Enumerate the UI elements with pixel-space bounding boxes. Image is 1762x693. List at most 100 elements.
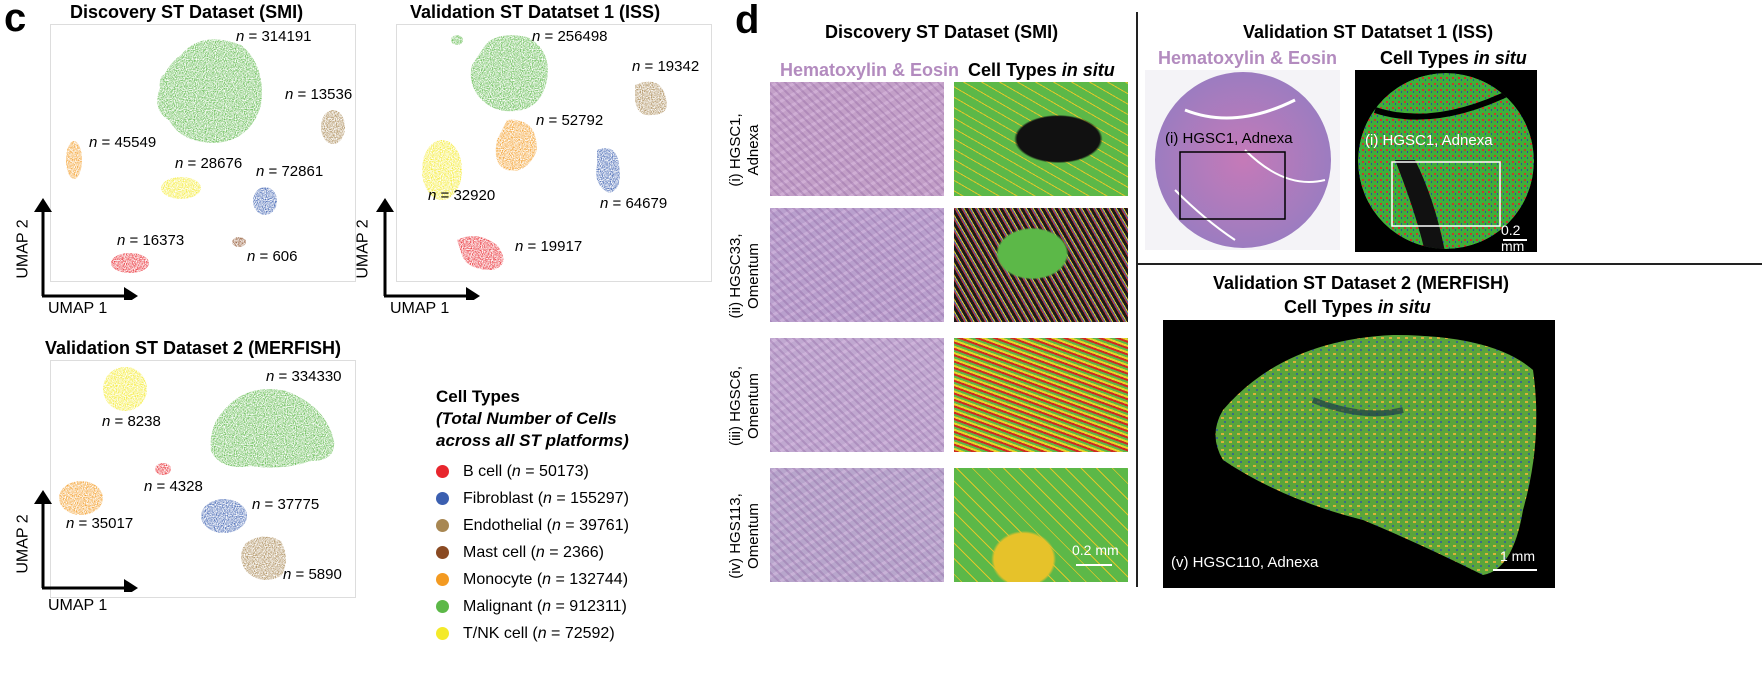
legend-items: B cell (n = 50173) Fibroblast (n = 155297… — [436, 458, 629, 647]
smi-row-label: (ii) HGSC33, Omentum — [727, 233, 762, 319]
legend-label: Monocyte (n = 132744) — [463, 570, 629, 588]
legend-subtitle-2: across all ST platforms) — [436, 431, 629, 450]
iss-celltype-image: (i) HGSC1, Adnexa 0.2 mm — [1355, 70, 1537, 254]
iss-cluster-bcell — [457, 236, 504, 270]
merfish-panel-title: Validation ST Dataset 2 (MERFISH) — [1213, 273, 1510, 293]
smi-row-label: (i) HGSC1, Adnexa — [727, 113, 762, 187]
merfish-celltypes-header: Cell Types in situ — [1284, 297, 1431, 317]
smi-cluster-endothelial — [321, 110, 345, 144]
merfish-axis-arrows — [34, 490, 138, 592]
panel-d-label: d — [735, 0, 760, 42]
smi-he-header: Hematoxylin & Eosin — [780, 60, 960, 80]
iss-n-endothelial: n = 19342 — [632, 58, 700, 75]
vertical-divider — [1136, 12, 1138, 587]
iss-panel-title: Validation ST Datatset 1 (ISS) — [1243, 22, 1494, 42]
smi-he-image — [770, 338, 944, 452]
legend-item: Mast cell (n = 2366) — [436, 539, 629, 566]
merfish-umap-plot — [50, 360, 356, 598]
iss-umap-plot — [396, 24, 712, 282]
legend-dot — [436, 546, 449, 559]
legend-item: Fibroblast (n = 155297) — [436, 485, 629, 512]
merfish-n-monocyte: n = 35017 — [66, 515, 134, 532]
smi-xaxis-label: UMAP 1 — [48, 300, 108, 317]
legend-label: Fibroblast (n = 155297) — [463, 489, 629, 507]
iss-cluster-fibroblast — [596, 148, 620, 193]
cell-type-legend: Cell Types (Total Number of Cells across… — [436, 386, 629, 647]
panel-c-label: c — [4, 0, 27, 40]
legend-subtitle-1: (Total Number of Cells — [436, 409, 617, 428]
smi-celltype-image — [954, 338, 1128, 452]
legend-label: Mast cell (n = 2366) — [463, 543, 604, 561]
merfish-cluster-bcell — [155, 463, 171, 475]
iss-ct-caption: (i) HGSC1, Adnexa — [1365, 132, 1493, 149]
iss-cluster-endothelial — [635, 81, 667, 116]
iss-n-fibroblast: n = 64679 — [600, 195, 668, 212]
smi-umap-plot — [50, 24, 356, 282]
smi-n-mast: n = 606 — [247, 248, 298, 265]
merfish-scale-bar: 1 mm — [1500, 548, 1535, 564]
smi-celltype-image — [954, 468, 1128, 582]
iss-axis-arrows — [376, 198, 480, 300]
smi-he-image — [770, 208, 944, 322]
merfish-n-fibroblast: n = 37775 — [252, 496, 320, 513]
merfish-caption: (v) HGSC110, Adnexa — [1171, 554, 1319, 571]
iss-scale-bar: 0.2 mm — [1501, 222, 1525, 254]
smi-yaxis-label: UMAP 2 — [14, 219, 32, 279]
smi-cluster-malignant — [157, 39, 262, 143]
legend-label: T/NK cell (n = 72592) — [463, 624, 615, 642]
iss-umap-title: Validation ST Datatset 1 (ISS) — [410, 2, 661, 22]
smi-panel-title: Discovery ST Dataset (SMI) — [825, 22, 1059, 42]
merfish-umap-title: Validation ST Dataset 2 (MERFISH) — [45, 338, 342, 358]
merfish-n-tnk: n = 8238 — [102, 413, 161, 430]
horizontal-divider — [1137, 263, 1762, 265]
legend-dot — [436, 519, 449, 532]
legend-dot — [436, 600, 449, 613]
legend-dot — [436, 573, 449, 586]
legend-item: Monocyte (n = 132744) — [436, 566, 629, 593]
smi-n-malignant: n = 314191 — [236, 28, 312, 45]
iss-cluster-tnk — [422, 140, 462, 200]
legend-item: Endothelial (n = 39761) — [436, 512, 629, 539]
smi-celltypes-header: Cell Types in situ — [968, 60, 1115, 80]
smi-n-bcell: n = 16373 — [117, 232, 185, 249]
smi-he-image — [770, 82, 944, 196]
smi-cluster-mast — [232, 237, 246, 247]
legend-item: Malignant (n = 912311) — [436, 593, 629, 620]
merfish-n-endothelial: n = 5890 — [283, 566, 342, 583]
merfish-cluster-malignant — [210, 389, 335, 468]
legend-item: B cell (n = 50173) — [436, 458, 629, 485]
legend-dot — [436, 465, 449, 478]
smi-celltype-image — [954, 82, 1128, 196]
smi-cluster-tnk — [161, 177, 201, 199]
merfish-cluster-monocyte — [59, 481, 103, 515]
iss-n-monocyte: n = 52792 — [536, 112, 604, 129]
smi-celltype-image — [954, 208, 1128, 322]
smi-n-fibroblast: n = 72861 — [256, 163, 324, 180]
legend-dot — [436, 627, 449, 640]
smi-n-tnk: n = 28676 — [175, 155, 243, 172]
merfish-xaxis-label: UMAP 1 — [48, 597, 108, 614]
iss-he-caption: (i) HGSC1, Adnexa — [1165, 130, 1293, 147]
iss-n-malignant: n = 256498 — [532, 28, 608, 45]
iss-he-header: Hematoxylin & Eosin — [1158, 48, 1338, 68]
merfish-n-bcell: n = 4328 — [144, 478, 203, 495]
iss-n-bcell: n = 19917 — [515, 238, 583, 255]
smi-scale-bar: 0.2 mm — [1072, 542, 1119, 558]
merfish-cluster-tnk — [103, 367, 147, 411]
merfish-cluster-fibroblast — [201, 499, 247, 533]
smi-cluster-fibroblast — [253, 187, 277, 215]
smi-umap-svg — [66, 39, 345, 273]
legend-dot — [436, 492, 449, 505]
iss-celltypes-header: Cell Types in situ — [1380, 48, 1527, 68]
iss-yaxis-label: UMAP 2 — [354, 219, 372, 279]
iss-he-image: (i) HGSC1, Adnexa — [1145, 70, 1340, 250]
iss-cluster-malignant — [470, 35, 548, 112]
smi-n-monocyte: n = 45549 — [89, 134, 157, 151]
legend-label: Endothelial (n = 39761) — [463, 516, 629, 534]
iss-umap-svg — [422, 35, 667, 270]
smi-cluster-bcell — [111, 253, 149, 273]
smi-cluster-monocyte — [66, 141, 82, 179]
merfish-yaxis-label: UMAP 2 — [14, 514, 32, 574]
legend-label: Malignant (n = 912311) — [463, 597, 627, 615]
merfish-celltype-image: (v) HGSC110, Adnexa 1 mm — [1163, 320, 1555, 588]
